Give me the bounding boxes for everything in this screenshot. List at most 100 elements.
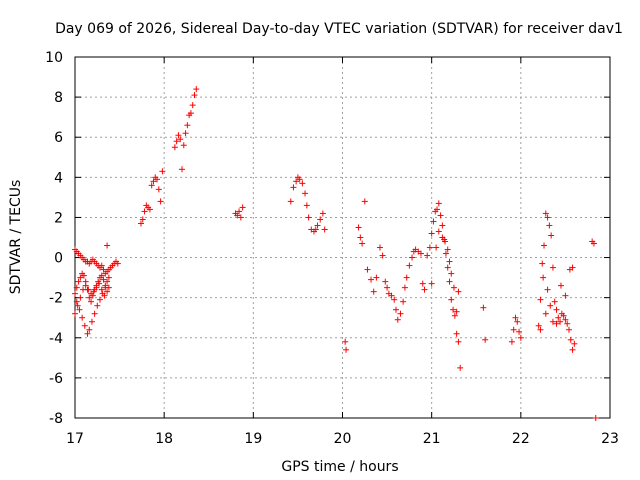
y-tick-label: 6 <box>54 130 63 146</box>
data-point <box>553 306 560 313</box>
data-point <box>562 292 569 299</box>
data-point <box>439 222 446 229</box>
x-tick-label: 23 <box>601 431 619 447</box>
y-tick-labels: -8 -6 -4 -2 0 2 4 6 8 10 <box>45 50 63 427</box>
data-point <box>98 286 105 293</box>
data-point <box>91 310 98 317</box>
data-point <box>444 264 451 271</box>
data-point <box>296 176 303 183</box>
data-point <box>159 168 166 175</box>
data-point <box>312 226 319 233</box>
data-point <box>104 278 111 285</box>
data-point <box>565 326 572 333</box>
data-point <box>104 242 111 249</box>
data-point <box>86 326 93 333</box>
data-point <box>102 284 109 291</box>
data-point <box>590 240 597 247</box>
data-point <box>510 326 517 333</box>
data-point <box>154 176 161 183</box>
data-point <box>179 166 185 173</box>
data-point <box>75 278 82 285</box>
data-point <box>512 314 519 321</box>
data-point <box>544 214 551 221</box>
data-point <box>357 234 364 241</box>
data-point <box>287 198 294 205</box>
data-point <box>237 214 244 221</box>
data-point <box>450 284 457 291</box>
data-point <box>314 222 321 229</box>
data-point <box>455 338 462 345</box>
data-point <box>428 230 435 237</box>
x-tick-label: 18 <box>155 431 173 447</box>
data-point <box>542 210 549 217</box>
data-point <box>549 264 556 271</box>
data-point <box>182 130 189 137</box>
data-point <box>508 338 515 345</box>
data-point <box>444 246 451 253</box>
data-point <box>293 178 300 185</box>
y-axis-label: SDTVAR / TECUs <box>8 180 24 295</box>
data-point <box>391 296 398 303</box>
data-point <box>99 290 106 297</box>
data-point <box>435 228 442 235</box>
data-point <box>549 318 556 325</box>
data-point <box>382 278 389 285</box>
data-point <box>442 250 449 257</box>
data-point <box>370 288 377 295</box>
data-point <box>373 274 380 281</box>
data-point <box>448 296 455 303</box>
data-point <box>321 226 328 233</box>
x-tick-label: 21 <box>423 431 441 447</box>
data-point <box>148 182 155 189</box>
x-tick-label: 17 <box>66 431 84 447</box>
y-tick-label: 10 <box>45 50 63 66</box>
data-point <box>535 322 542 329</box>
data-point <box>317 216 324 223</box>
data-point <box>541 242 548 249</box>
data-point <box>442 238 449 245</box>
data-point <box>439 234 446 241</box>
data-point <box>451 312 458 319</box>
data-point <box>403 274 410 281</box>
data-point <box>90 288 97 295</box>
y-tick-label: 4 <box>54 170 63 186</box>
data-point <box>406 262 413 269</box>
data-point <box>539 260 546 267</box>
data-point <box>77 294 84 301</box>
data-point <box>537 326 544 333</box>
x-tick-labels: 17 18 19 20 21 22 23 <box>66 431 619 447</box>
data-point <box>394 316 401 323</box>
grid <box>75 57 610 418</box>
data-point <box>537 296 544 303</box>
data-point <box>81 322 88 329</box>
data-point <box>551 298 558 305</box>
data-point <box>421 286 428 293</box>
data-point <box>236 208 243 215</box>
data-point <box>548 232 555 239</box>
data-point <box>305 214 312 221</box>
data-point <box>453 308 460 315</box>
data-point <box>80 286 87 293</box>
data-point <box>155 186 162 193</box>
data-point <box>555 314 562 321</box>
data-point <box>76 306 83 313</box>
data-point <box>388 292 395 299</box>
y-tick-label: 2 <box>54 210 63 226</box>
data-point <box>516 328 523 335</box>
data-point <box>84 330 91 337</box>
y-tick-label: -8 <box>49 411 63 427</box>
data-point <box>73 298 80 305</box>
data-point <box>96 280 103 287</box>
data-point <box>146 206 153 213</box>
data-point <box>368 276 375 283</box>
data-point <box>180 142 187 149</box>
data-point <box>73 284 80 291</box>
data-point <box>359 240 366 247</box>
data-point <box>100 276 107 283</box>
data-point <box>343 346 350 353</box>
chart-title: Day 069 of 2026, Sidereal Day-to-day VTE… <box>55 21 623 37</box>
data-point <box>542 310 549 317</box>
data-point <box>355 224 362 231</box>
data-point <box>361 198 368 205</box>
